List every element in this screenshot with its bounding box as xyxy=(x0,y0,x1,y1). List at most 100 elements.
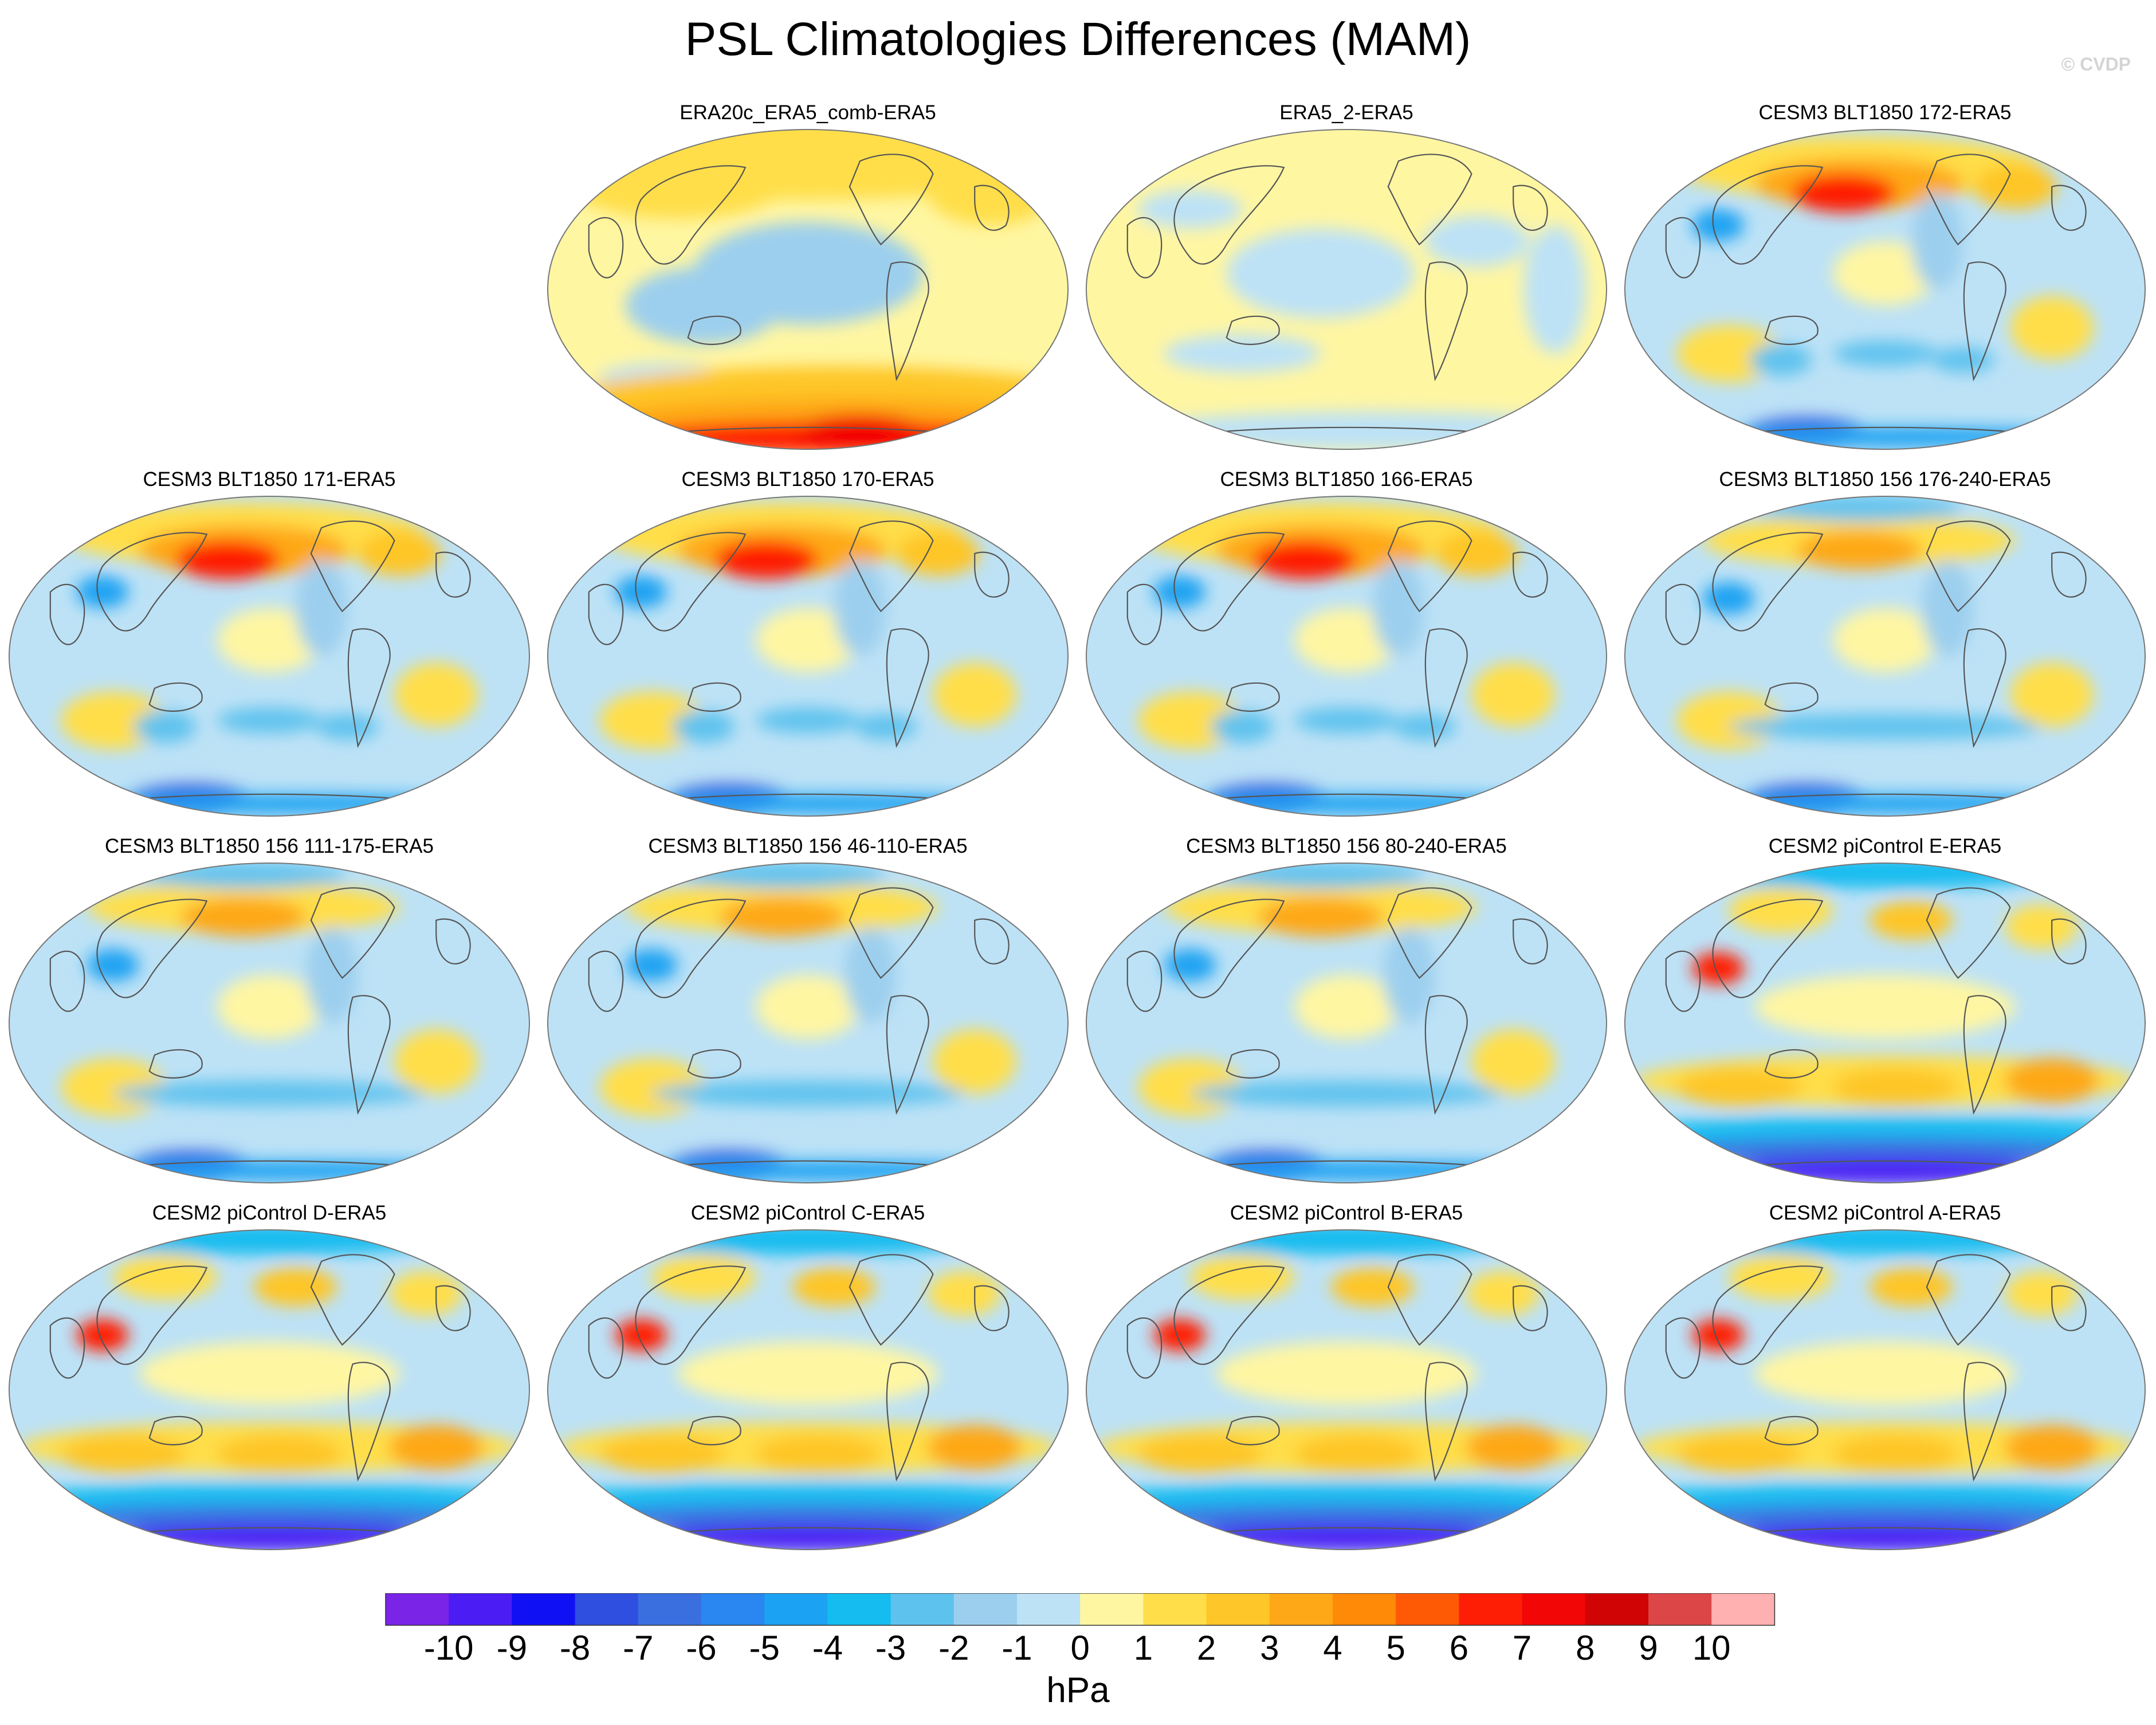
pressure-anomaly-region xyxy=(133,711,197,743)
pressure-anomaly-region xyxy=(573,1505,1043,1531)
coastline xyxy=(589,585,623,645)
pressure-anomaly-region xyxy=(1393,713,1456,740)
pressure-anomaly-region xyxy=(1372,560,1425,656)
pressure-anomaly-region xyxy=(1692,209,1745,241)
coastline xyxy=(1227,683,1279,711)
pressure-anomaly-region xyxy=(1190,1080,1503,1107)
pressure-anomaly-region xyxy=(625,1161,1043,1181)
colorbar-swatch xyxy=(1143,1593,1207,1625)
pressure-anomaly-region xyxy=(2005,1271,2078,1316)
map-border xyxy=(1086,496,1607,817)
map-panel: CESM2 piControl A-ERA5 xyxy=(1619,1201,2151,1567)
pressure-anomaly-region xyxy=(756,608,860,672)
pressure-anomaly-region xyxy=(34,1505,504,1531)
coastline xyxy=(2052,919,2086,964)
coastline xyxy=(1927,521,2010,611)
coastline xyxy=(975,186,1008,230)
pressure-anomaly-region xyxy=(615,1319,667,1351)
pressure-anomaly-region xyxy=(1164,1161,1581,1181)
coastline xyxy=(436,919,470,964)
pressure-anomaly-region xyxy=(651,1524,964,1550)
pressure-anomaly-region xyxy=(1791,174,1896,213)
coastline xyxy=(1713,1266,1822,1364)
pressure-anomaly-region xyxy=(625,949,678,982)
pressure-anomaly-region xyxy=(1833,1434,1958,1473)
pressure-anomaly-region xyxy=(896,531,980,576)
coastline xyxy=(1174,1266,1283,1364)
colorbar-unit-label: hPa xyxy=(1046,1671,1110,1710)
colorbar-tick-label: -2 xyxy=(938,1629,969,1667)
coastline xyxy=(1227,316,1279,344)
colorbar-tick-label: 9 xyxy=(1639,1629,1658,1667)
robinson-map xyxy=(547,1229,1069,1550)
pressure-anomaly-region xyxy=(1466,1425,1561,1470)
pressure-anomaly-region xyxy=(358,531,442,576)
colorbar-swatch xyxy=(1269,1593,1333,1625)
colorbar-swatch xyxy=(449,1593,512,1625)
map-border xyxy=(9,496,530,817)
pressure-anomaly-region xyxy=(756,707,860,734)
colorbar-tick-label: -3 xyxy=(875,1629,906,1667)
coastline xyxy=(850,521,933,611)
map-panel: CESM3 BLT1850 170-ERA5 xyxy=(541,467,1074,834)
pressure-anomaly-region xyxy=(928,161,1053,225)
map-border xyxy=(9,862,530,1183)
pressure-anomaly-region xyxy=(1625,1483,2145,1515)
robinson-map xyxy=(1086,862,1607,1183)
map-border xyxy=(547,496,1069,817)
pressure-anomaly-region xyxy=(1330,1268,1415,1307)
pressure-anomaly-region xyxy=(1754,975,2016,1039)
pressure-anomaly-region xyxy=(2010,296,2094,360)
pressure-anomaly-region xyxy=(1754,1342,2016,1406)
coastline xyxy=(1713,899,1822,997)
pressure-anomaly-region xyxy=(1138,190,1242,229)
coastline xyxy=(1425,995,1467,1112)
coastline xyxy=(150,1417,202,1445)
coastline xyxy=(589,218,623,278)
pressure-anomaly-region xyxy=(1252,540,1357,579)
colorbar-tick-label: 3 xyxy=(1260,1629,1279,1667)
map-border xyxy=(1624,862,2146,1183)
pressure-anomaly-region xyxy=(599,1058,704,1116)
colorbar-tick-label: -8 xyxy=(560,1629,590,1667)
colorbar-swatch xyxy=(1711,1593,1775,1625)
map-border xyxy=(9,1229,530,1550)
colorbar-tick-label: -7 xyxy=(623,1629,653,1667)
panel-title: CESM3 BLT1850 156 46-110-ERA5 xyxy=(648,835,968,857)
pressure-anomaly-region xyxy=(61,1434,186,1473)
coastline xyxy=(975,552,1008,597)
coastline xyxy=(635,166,745,264)
pressure-anomaly-region xyxy=(1869,901,1953,940)
coastline xyxy=(887,1362,929,1479)
map-panel: CESM3 BLT1850 172-ERA5 xyxy=(1619,100,2151,467)
colorbar-swatch xyxy=(386,1593,449,1625)
map-border xyxy=(1624,1229,2146,1550)
map-border xyxy=(1086,129,1607,450)
coastline xyxy=(348,1362,390,1479)
colorbar-swatch xyxy=(1017,1593,1081,1625)
pressure-anomaly-region xyxy=(1424,215,1529,267)
coastline xyxy=(1174,532,1283,630)
pressure-anomaly-region xyxy=(672,711,735,743)
pressure-anomaly-region xyxy=(1833,241,1937,305)
pressure-anomaly-region xyxy=(1153,1319,1206,1351)
map-field xyxy=(1086,130,1607,449)
panel-title: CESM2 piControl A-ERA5 xyxy=(1769,1202,2001,1224)
pressure-anomaly-region xyxy=(599,1434,725,1473)
coastline xyxy=(975,1286,1008,1331)
coastline xyxy=(1713,166,1822,264)
colorbar-swatch xyxy=(1648,1593,1712,1625)
coastline xyxy=(1425,262,1467,379)
colorbar-swatch xyxy=(701,1593,765,1625)
pressure-anomaly-region xyxy=(1138,411,1607,449)
pressure-anomaly-region xyxy=(756,1434,881,1473)
map-field xyxy=(1625,496,2145,816)
pressure-anomaly-region xyxy=(615,576,667,608)
coastline xyxy=(150,1050,202,1078)
pressure-anomaly-region xyxy=(834,560,886,656)
pressure-anomaly-region xyxy=(389,1425,484,1470)
pressure-anomaly-region xyxy=(87,794,504,814)
coastline xyxy=(635,899,745,997)
coastline xyxy=(1388,888,1472,978)
pressure-anomaly-region xyxy=(1164,794,1581,814)
